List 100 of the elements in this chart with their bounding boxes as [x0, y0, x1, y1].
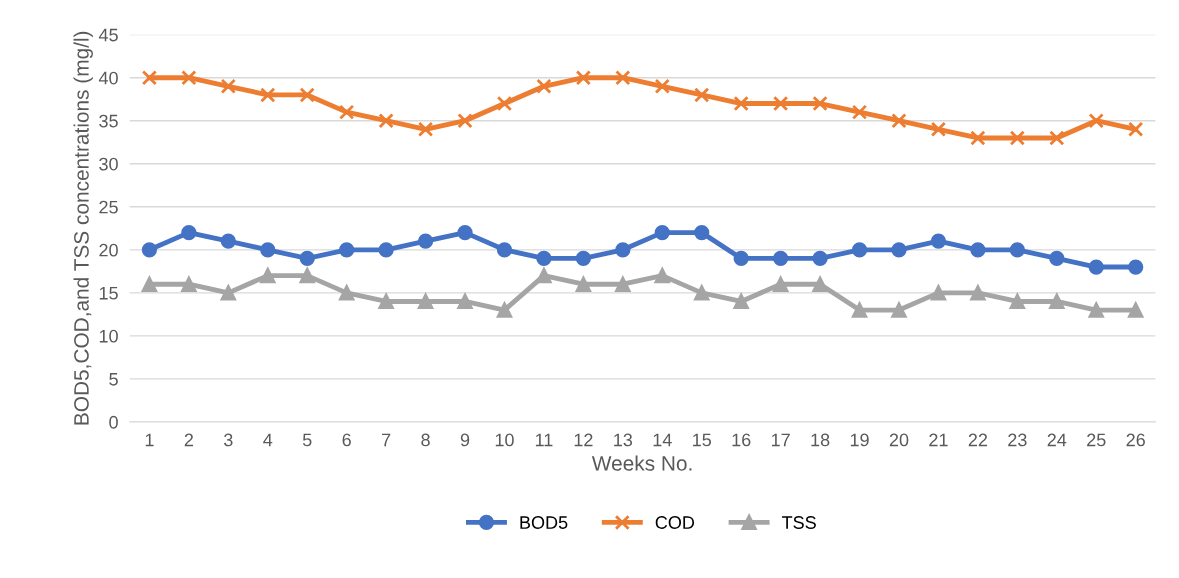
legend-label: TSS — [781, 516, 816, 529]
point — [141, 70, 158, 86]
point — [457, 293, 473, 310]
point — [1088, 259, 1104, 275]
point — [536, 268, 552, 284]
x-tick-label: 22 — [968, 433, 988, 447]
point — [851, 302, 868, 318]
point — [772, 276, 789, 292]
x-tick-label: 12 — [574, 433, 593, 447]
point — [181, 224, 197, 241]
x-tick-label: 6 — [342, 433, 351, 447]
x-tick-label: 20 — [889, 433, 909, 447]
point — [417, 121, 434, 137]
point — [457, 113, 473, 129]
x-tick-label: 26 — [1126, 433, 1145, 447]
point — [536, 78, 552, 94]
y-tick-label: 45 — [98, 28, 118, 42]
point — [299, 87, 315, 103]
point — [891, 113, 907, 129]
point — [496, 95, 513, 112]
x-tick-label: 1 — [145, 433, 154, 447]
y-tick-label: 25 — [99, 200, 118, 214]
point — [930, 285, 947, 301]
point — [930, 233, 947, 249]
point — [260, 87, 276, 103]
point — [536, 250, 552, 267]
x-tick-label: 23 — [1008, 433, 1027, 447]
point — [1049, 293, 1065, 310]
point — [851, 242, 868, 258]
x-tick-label: 7 — [382, 433, 391, 447]
point — [141, 242, 158, 258]
x-tick-label: 5 — [302, 433, 312, 447]
x-tick-label: 16 — [732, 433, 751, 447]
point — [891, 242, 907, 258]
point — [694, 87, 710, 103]
point — [181, 276, 197, 292]
point — [260, 242, 276, 258]
point — [339, 285, 355, 301]
point — [378, 113, 394, 129]
x-tick-label: 19 — [850, 433, 869, 447]
point — [1088, 302, 1104, 318]
point — [772, 250, 789, 267]
point — [733, 293, 749, 310]
x-tick-label: 11 — [535, 433, 553, 447]
point — [378, 293, 394, 310]
point — [694, 285, 710, 301]
point — [615, 70, 631, 86]
y-tick-label: 40 — [98, 71, 118, 85]
point — [417, 233, 434, 249]
point — [575, 70, 592, 86]
point — [1049, 250, 1065, 267]
point — [339, 242, 355, 258]
point — [1049, 130, 1065, 146]
x-tick-label: 13 — [614, 433, 633, 447]
point — [417, 293, 434, 310]
point — [970, 285, 986, 301]
point — [654, 268, 670, 284]
point — [457, 224, 473, 241]
point — [772, 95, 789, 112]
y-axis-title: BOD5,COD,and TSS concentrations (mg/l) — [73, 31, 93, 425]
point — [496, 242, 513, 258]
point — [851, 104, 868, 120]
x-tick-label: 17 — [771, 433, 790, 447]
point — [575, 250, 592, 267]
point — [812, 250, 828, 267]
x-tick-label: 3 — [223, 433, 233, 447]
x-tick-label: 18 — [811, 433, 830, 447]
point — [970, 242, 986, 258]
point — [181, 70, 197, 86]
y-tick-label: 30 — [99, 157, 118, 171]
point — [654, 78, 670, 94]
legend-label: BOD5 — [520, 516, 568, 529]
point — [812, 95, 828, 112]
x-tick-label: 14 — [653, 433, 672, 447]
point — [220, 285, 236, 301]
point — [1009, 293, 1025, 310]
point — [1009, 242, 1025, 258]
x-tick-label: 2 — [184, 433, 193, 447]
point — [1128, 302, 1144, 318]
point — [1128, 259, 1144, 275]
y-tick-label: 5 — [109, 373, 118, 386]
y-tick-label: 15 — [99, 286, 118, 300]
point — [378, 242, 394, 258]
point — [615, 276, 631, 292]
x-tick-label: 15 — [693, 433, 712, 447]
point — [1128, 121, 1144, 137]
x-tick-label: 4 — [263, 433, 273, 447]
x-tick-label: 8 — [421, 433, 430, 447]
point — [733, 250, 749, 267]
point — [339, 104, 355, 120]
point — [615, 242, 631, 258]
x-tick-label: 9 — [460, 433, 470, 447]
point — [141, 276, 158, 292]
legend-label: COD — [655, 516, 695, 529]
x-tick-label: 10 — [495, 433, 514, 447]
point — [970, 130, 986, 146]
y-tick-label: 10 — [99, 329, 118, 343]
point — [220, 233, 236, 249]
point — [1088, 113, 1104, 129]
y-tick-label: 35 — [99, 114, 118, 128]
